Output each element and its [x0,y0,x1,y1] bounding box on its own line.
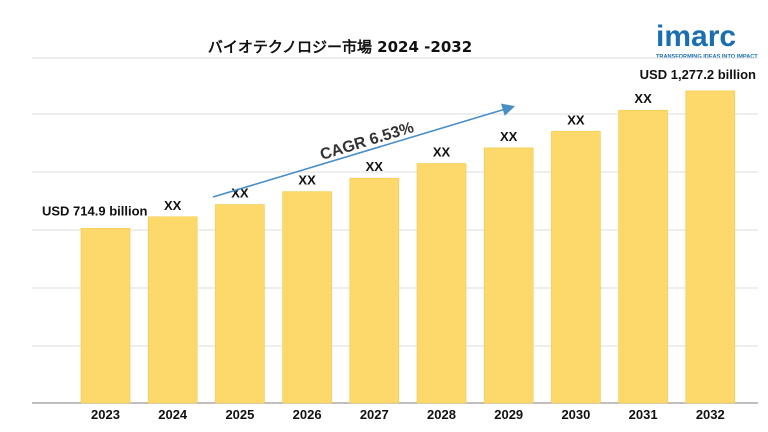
x-tick-2032: 2032 [696,407,725,422]
x-tick-2029: 2029 [494,407,523,422]
bar-2031 [618,109,668,404]
bar-2027 [349,177,400,404]
bars [80,90,736,404]
bar-2028 [416,163,467,404]
imarc-logo: imarc TRANSFORMING IDEAS INTO IMPACT [656,20,758,60]
bar-2026 [282,191,332,404]
data-label-2026: XX [298,173,316,188]
data-label-2027: XX [366,159,384,174]
x-axis-ticks: 2023 2024 2025 2026 2027 2028 2029 2030 2031 2032 [91,407,725,422]
x-tick-2024: 2024 [158,407,188,422]
x-tick-2023: 2023 [91,407,120,422]
data-label-2029: XX [500,129,518,144]
logo-tagline: TRANSFORMING IDEAS INTO IMPACT [656,54,758,60]
data-label-2025: XX [231,186,249,201]
bar-2023 [80,228,131,404]
bar-2032 [685,90,736,404]
x-tick-2026: 2026 [293,407,322,422]
x-tick-2031: 2031 [629,407,658,422]
chart-title: バイオテクノロジー市場 2024 -2032 [208,38,472,56]
data-label-2030: XX [567,112,585,127]
cagr-arrow [212,103,516,198]
cagr-label: CAGR 6.53% [318,119,416,164]
x-tick-2028: 2028 [427,407,456,422]
data-label-2032: USD 1,277.2 billion [640,67,756,82]
data-label-2024: XX [164,198,182,213]
bar-2030 [551,130,601,404]
x-tick-2030: 2030 [561,407,590,422]
x-tick-2027: 2027 [360,407,389,422]
data-label-2023: USD 714.9 billion [42,203,148,218]
bar-2024 [147,216,198,404]
data-label-2028: XX [433,145,451,160]
data-label-2031: XX [634,91,652,106]
x-tick-2025: 2025 [225,407,254,422]
logo-wordmark: imarc [656,20,736,53]
data-labels: USD 714.9 billion XX XX XX XX XX XX XX XX USD 1,2… [42,67,756,218]
bar-2029 [483,147,534,404]
bar-2025 [215,204,265,404]
